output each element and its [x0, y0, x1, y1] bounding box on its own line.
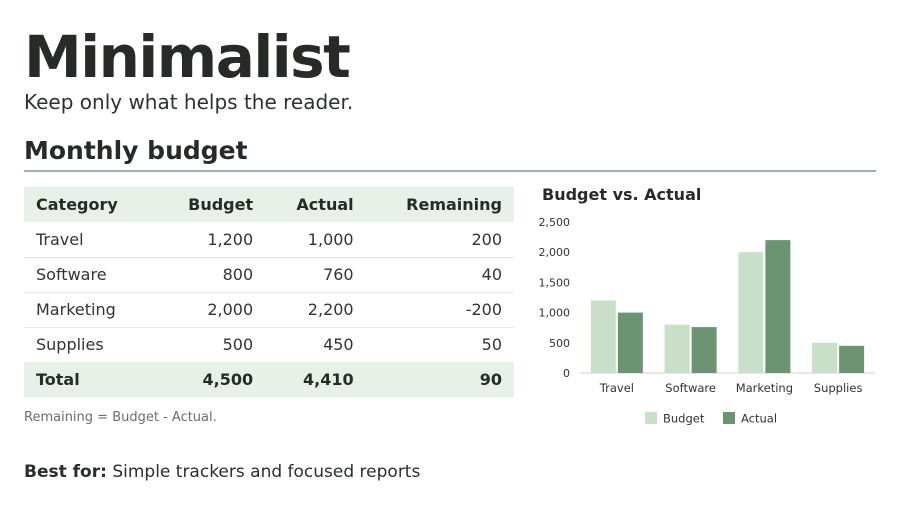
best-for-label: Best for:	[24, 462, 107, 482]
budget-vs-actual-chart: 0 500 1,000 1,500 2,000 2,500 Travel Software Ma…	[539, 216, 875, 426]
cell-actual: 1,000	[265, 222, 366, 258]
page-title: Minimalist	[24, 23, 351, 91]
total-label: Total	[36, 370, 80, 389]
y-tick-label: 2,500	[539, 216, 571, 229]
table-row: Travel 1,200 1,000 200	[24, 222, 514, 258]
cell-actual: 450	[323, 335, 354, 355]
cell-budget: 500	[222, 335, 254, 355]
table-total-row: Total 4,500 4,410 90	[24, 362, 514, 397]
y-tick-label: 0	[563, 367, 570, 380]
cell-category: Travel	[24, 222, 155, 258]
cell-budget: 2,000	[154, 292, 266, 328]
cell-budget: 1,200	[154, 222, 266, 258]
bar-budget-supplies	[812, 342, 838, 373]
table-row: Marketing 2,000 2,200 -200	[24, 292, 514, 328]
best-for-line: Best for: Simple trackers and focused re…	[24, 462, 420, 482]
cell-remaining: 200	[365, 222, 514, 258]
cell-actual: 2,200	[265, 292, 366, 328]
bar-actual-software	[691, 327, 717, 373]
cell-category: Software	[24, 257, 155, 293]
table-footnote: Remaining = Budget - Actual.	[24, 410, 217, 425]
legend-swatch-budget	[645, 412, 657, 424]
cell-budget: 800	[154, 257, 266, 293]
bar-budget-marketing	[738, 252, 764, 373]
best-for-text: Simple trackers and focused reports	[112, 462, 421, 482]
column-header-budget: Budget	[188, 195, 254, 214]
y-tick-label: 1,500	[539, 276, 571, 289]
legend-label-actual: Actual	[741, 412, 777, 426]
bar-budget-travel	[590, 300, 616, 373]
bar-actual-marketing	[765, 240, 791, 373]
total-budget: 4,500	[202, 370, 254, 389]
table-row: Software 800 760 40	[24, 257, 514, 293]
y-tick-label: 500	[549, 337, 570, 350]
page-subtitle: Keep only what helps the reader.	[24, 90, 354, 114]
budget-table: Category Budget Actual Remaining Travel …	[24, 187, 514, 397]
x-tick-label: Marketing	[736, 381, 793, 395]
cell-actual: 760	[265, 257, 366, 293]
cell-remaining: -200	[365, 292, 514, 328]
column-header-actual: Actual	[296, 195, 354, 214]
table-row: Supplies 500 450 50	[24, 327, 514, 362]
x-tick-label: Software	[665, 381, 716, 395]
chart-title: Budget vs. Actual	[542, 185, 702, 204]
section-title: Monthly budget	[24, 136, 248, 165]
column-header-category: Category	[36, 195, 118, 214]
cell-category: Marketing	[24, 292, 155, 328]
section-divider	[24, 170, 876, 172]
cell-remaining: 50	[481, 335, 502, 355]
y-tick-label: 1,000	[539, 307, 571, 320]
legend-label-budget: Budget	[663, 412, 705, 426]
table-header-row: Category Budget Actual Remaining	[24, 187, 514, 222]
bar-actual-supplies	[839, 345, 865, 373]
y-tick-label: 2,000	[539, 246, 571, 259]
bar-actual-travel	[617, 312, 643, 373]
legend-swatch-actual	[723, 412, 735, 424]
x-tick-label: Travel	[599, 381, 634, 395]
cell-category: Supplies	[36, 335, 104, 355]
column-header-remaining: Remaining	[406, 195, 502, 214]
bar-budget-software	[664, 324, 690, 373]
x-tick-label: Supplies	[814, 381, 863, 395]
cell-remaining: 40	[365, 257, 514, 293]
total-remaining: 90	[479, 370, 502, 389]
total-actual: 4,410	[303, 370, 354, 389]
